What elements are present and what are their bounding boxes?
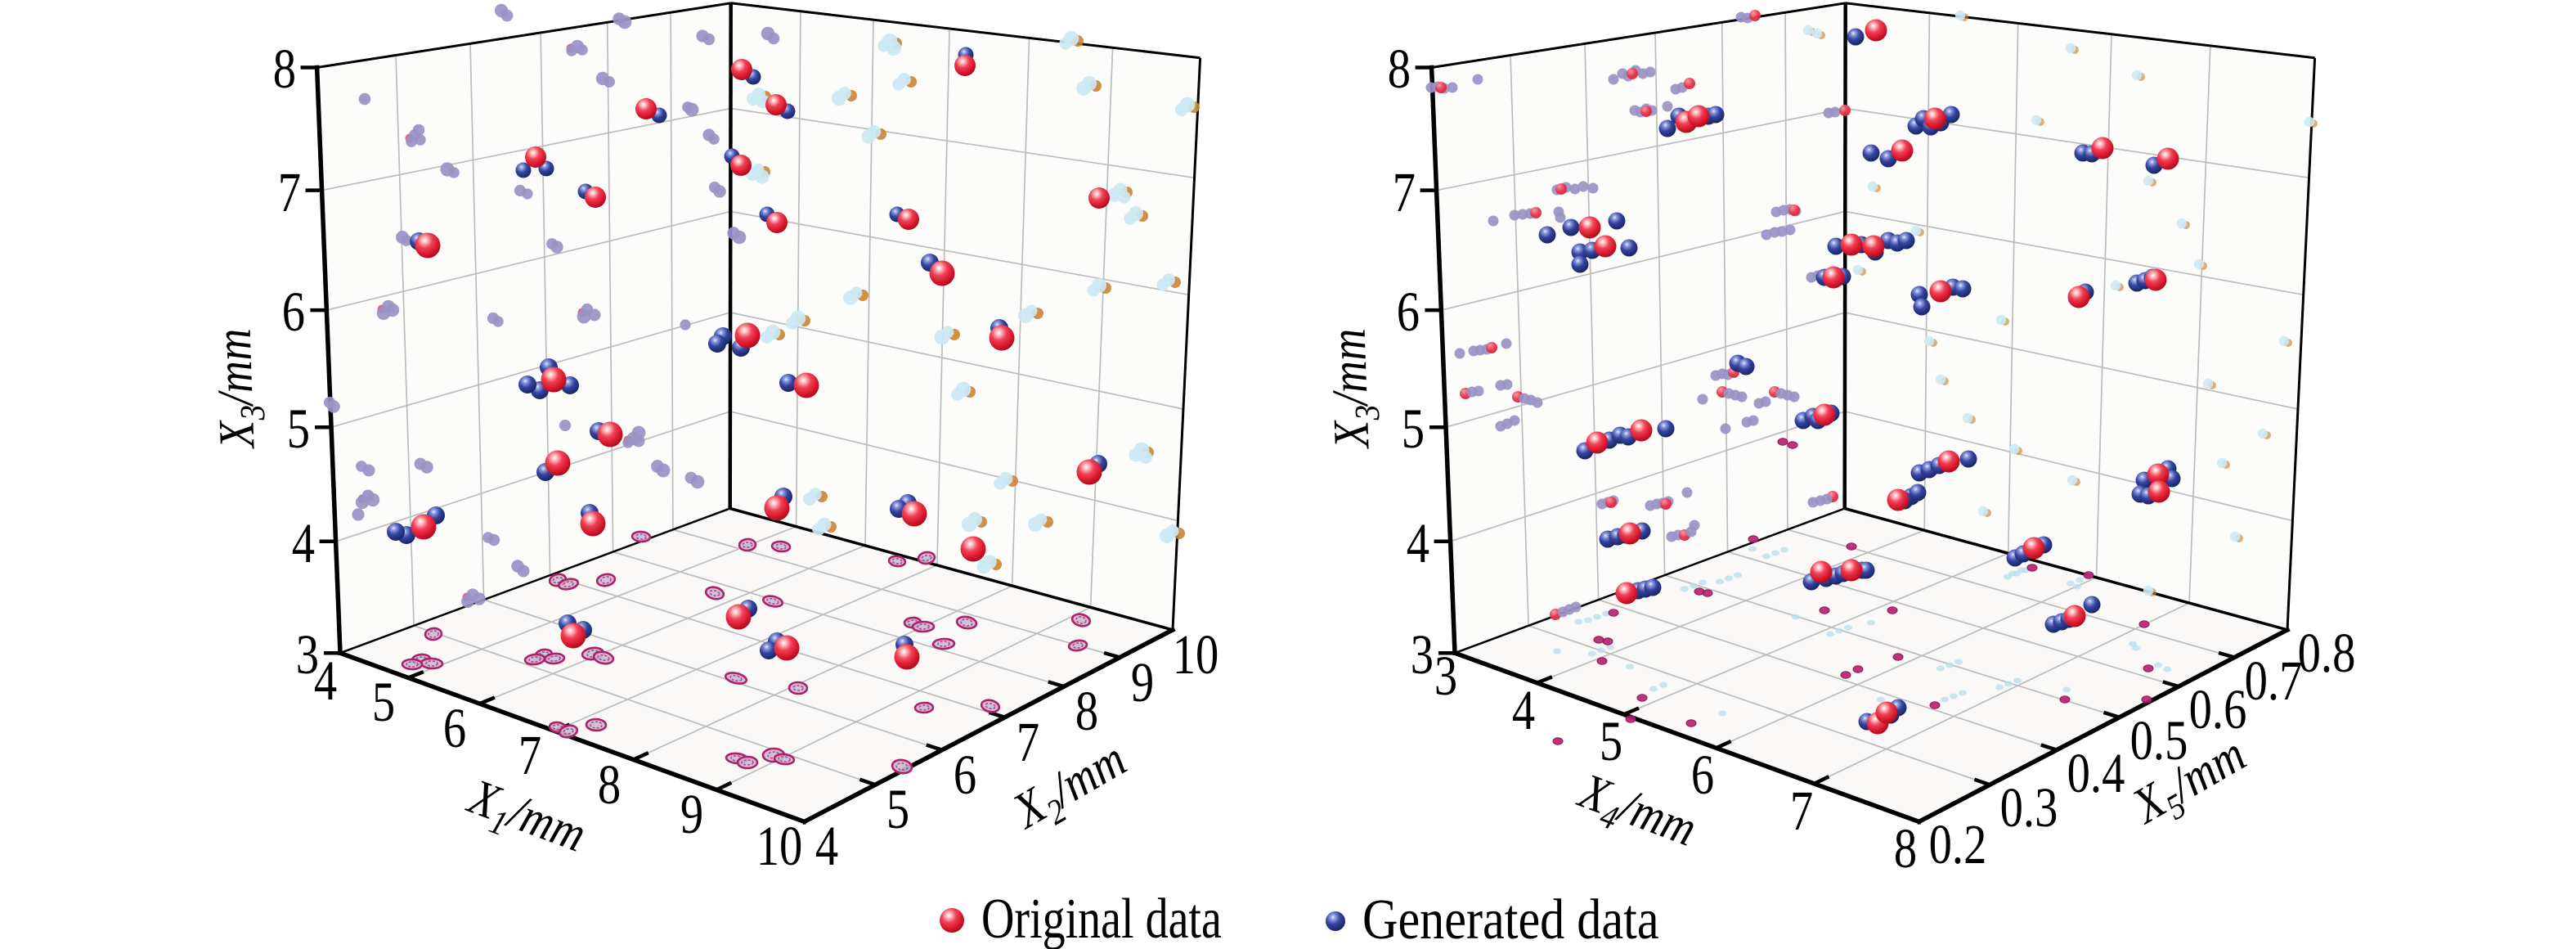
svg-text:7: 7 [278, 161, 301, 224]
svg-text:7: 7 [1790, 780, 1813, 843]
svg-text:Original data: Original data [981, 887, 1222, 949]
svg-text:4: 4 [292, 512, 315, 575]
svg-text:10: 10 [1173, 623, 1219, 686]
svg-text:X3/mm: X3/mm [1319, 327, 1388, 451]
svg-text:6: 6 [443, 697, 466, 760]
svg-text:0.4: 0.4 [2067, 742, 2125, 805]
svg-text:4: 4 [1512, 679, 1535, 742]
svg-text:4: 4 [314, 650, 337, 713]
svg-text:0.6: 0.6 [2189, 678, 2247, 741]
svg-text:0.8: 0.8 [2298, 622, 2356, 685]
svg-text:6: 6 [954, 744, 976, 807]
svg-text:7: 7 [1393, 161, 1416, 224]
svg-text:3: 3 [1411, 623, 1434, 686]
svg-text:3: 3 [296, 623, 319, 686]
svg-text:8: 8 [1894, 817, 1917, 880]
svg-text:Generated data: Generated data [1362, 888, 1659, 949]
svg-text:7: 7 [518, 724, 541, 787]
svg-text:5: 5 [1402, 398, 1425, 461]
svg-text:9: 9 [680, 783, 703, 846]
svg-text:8: 8 [598, 753, 621, 816]
svg-text:4: 4 [815, 815, 838, 878]
svg-text:3: 3 [1434, 645, 1457, 708]
svg-text:10: 10 [756, 815, 803, 878]
svg-text:5: 5 [1600, 710, 1622, 773]
svg-text:0.5: 0.5 [2130, 709, 2188, 772]
svg-text:6: 6 [282, 281, 305, 344]
svg-text:8: 8 [273, 38, 296, 101]
svg-text:0.2: 0.2 [1929, 813, 1987, 876]
svg-text:5: 5 [372, 671, 395, 734]
svg-text:5: 5 [287, 398, 310, 461]
svg-text:X3/mm: X3/mm [204, 327, 273, 451]
svg-text:8: 8 [1075, 680, 1098, 743]
svg-text:0.3: 0.3 [2000, 776, 2058, 839]
svg-text:8: 8 [1388, 38, 1411, 101]
svg-text:4: 4 [1407, 512, 1429, 575]
svg-text:9: 9 [1131, 651, 1154, 714]
svg-text:6: 6 [1691, 744, 1714, 807]
svg-text:7: 7 [1016, 711, 1039, 774]
svg-text:6: 6 [1397, 281, 1420, 344]
svg-text:0.7: 0.7 [2245, 650, 2303, 713]
svg-text:5: 5 [886, 778, 909, 841]
